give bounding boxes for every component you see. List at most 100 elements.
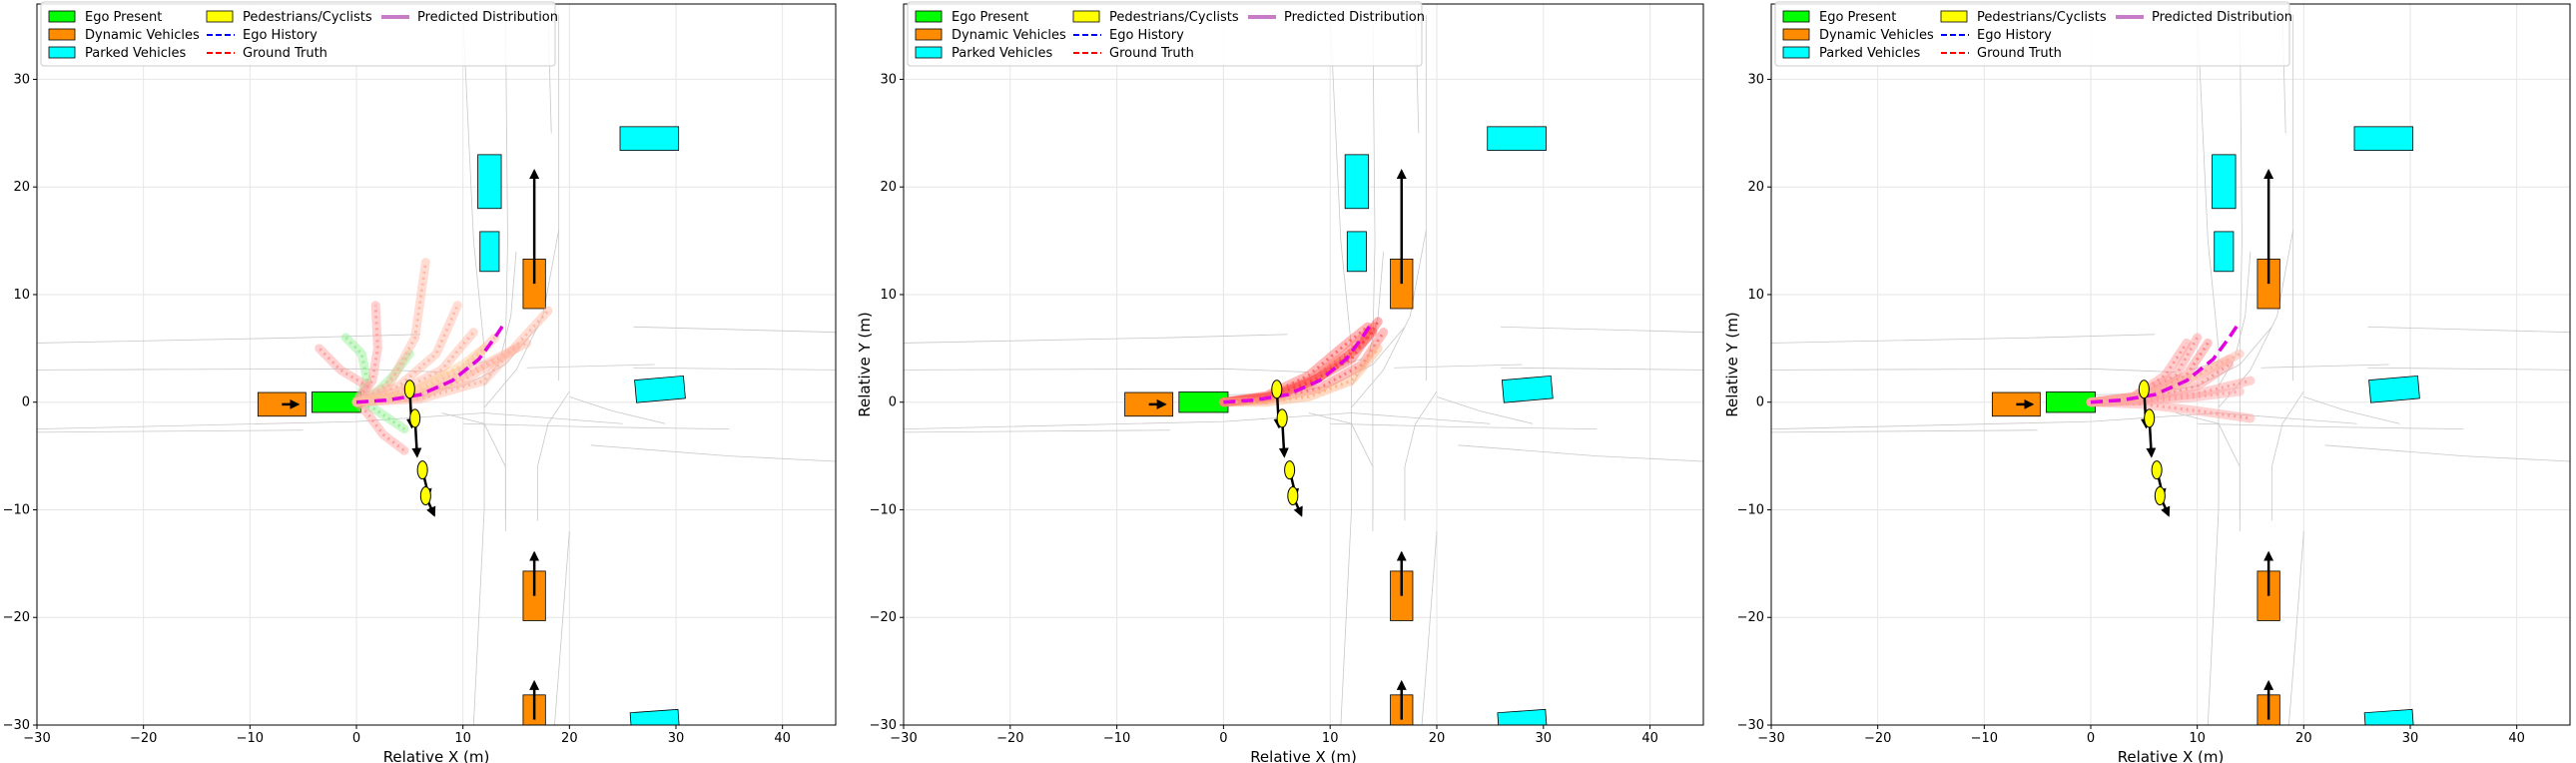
road-line: [37, 368, 442, 373]
legend-entry: Parked Vehicles: [85, 46, 187, 61]
road-line: [1771, 368, 2177, 373]
x-tick-label: −20: [130, 731, 157, 746]
road-line: [1276, 327, 1406, 394]
road-line: [2197, 422, 2464, 430]
y-axis-label: Relative Y (m): [1723, 312, 1741, 417]
legend-entry: Predicted Distribution: [1284, 10, 1425, 25]
legend-entry: Dynamic Vehicles: [1819, 28, 1934, 43]
y-tick-label: 0: [22, 395, 30, 410]
y-axis-label: Relative Y (m): [856, 312, 874, 417]
road-line: [526, 364, 655, 369]
pedestrian: [1271, 380, 1283, 399]
road-line: [904, 368, 1309, 373]
legend-swatch: [1782, 10, 1810, 23]
y-tick-label: −10: [1737, 502, 1764, 517]
chart-panel-2: −30 −20 −10 0 10 20 30 40 −30 −20 −10 0 10 20 30 Relati…: [856, 1, 1704, 763]
plot-area: [904, 14, 1703, 725]
legend-entry: Ego Present: [1819, 10, 1896, 25]
predicted-trajectory-core: [355, 310, 550, 404]
legend-entry: Pedestrians/Cyclists: [1109, 10, 1239, 25]
predicted-trajectory: [315, 344, 372, 407]
x-tick-label: 30: [2402, 731, 2419, 746]
road-line: [504, 14, 508, 532]
parked-vehicle: [619, 126, 680, 151]
legend-swatch: [48, 28, 76, 41]
y-tick-label: 30: [880, 72, 897, 87]
parked-vehicle: [2212, 154, 2237, 210]
legend-swatch: [915, 10, 943, 23]
legend-entry: Ground Truth: [1977, 46, 2062, 61]
legend-swatch: [1782, 28, 1810, 41]
road-line: [1394, 364, 1523, 369]
road-line: [483, 230, 560, 408]
x-axis-label: Relative X (m): [383, 748, 490, 763]
road-line: [462, 14, 485, 725]
road-line: [2176, 412, 2241, 521]
legend-entry: Pedestrians/Cyclists: [243, 10, 372, 25]
predicted-trajectory-core: [355, 347, 485, 404]
road-line: [1501, 367, 1703, 371]
road-line: [2303, 395, 2400, 424]
pedestrian: [419, 485, 431, 505]
x-tick-label: −10: [1103, 731, 1130, 746]
x-tick-label: 0: [1219, 731, 1227, 746]
road-line: [2270, 390, 2304, 521]
road-line: [37, 334, 421, 344]
predicted-trajectory-core: [2090, 342, 2210, 404]
y-tick-label: 10: [1747, 288, 1764, 303]
road-line: [2144, 327, 2272, 394]
legend-entry: Ego History: [1977, 28, 2052, 43]
ground-truth-path: [1223, 320, 1375, 404]
y-tick-label: −20: [1737, 610, 1764, 625]
legend-entry: Ego Present: [952, 10, 1028, 25]
x-tick-label: 20: [1429, 731, 1446, 746]
pedestrian: [416, 460, 428, 480]
x-tick-label: 20: [561, 731, 578, 746]
y-tick-label: 20: [13, 180, 30, 195]
road-line: [554, 530, 570, 725]
chart-panel-3: −30 −20 −10 0 10 20 30 40 −30 −20 −10 0 10 20 30 Relati…: [1723, 1, 2571, 763]
road-line: [1771, 412, 2357, 430]
y-tick-label: −30: [1737, 718, 1764, 733]
road-line: [2197, 14, 2220, 725]
y-tick-label: 20: [880, 180, 897, 195]
x-tick-label: 20: [2295, 731, 2312, 746]
road-line: [1329, 14, 1352, 725]
parked-vehicle: [1344, 154, 1370, 210]
x-tick-label: 40: [1641, 731, 1658, 746]
parked-vehicle: [477, 154, 502, 210]
road-line: [1458, 444, 1703, 462]
x-tick-label: 10: [1322, 731, 1339, 746]
y-tick-label: 0: [1756, 395, 1764, 410]
legend-swatch: [915, 28, 943, 41]
x-tick-label: −30: [890, 731, 917, 746]
y-tick-label: 10: [13, 288, 30, 303]
legend: Ego Present Dynamic Vehicles Parked Vehicl…: [40, 1, 558, 67]
predicted-trajectory: [1218, 328, 1378, 407]
road-line: [1372, 14, 1376, 532]
legend-entry: Ground Truth: [243, 46, 327, 61]
parked-vehicle: [1501, 375, 1554, 403]
road-line: [2239, 14, 2243, 532]
y-tick-label: −30: [3, 718, 30, 733]
road-line: [1351, 251, 1384, 386]
road-line: [1771, 334, 2156, 344]
road-line: [633, 326, 836, 334]
road-line: [904, 412, 1491, 430]
pedestrian: [403, 380, 415, 399]
x-tick-label: 10: [454, 731, 471, 746]
legend-entry: Dynamic Vehicles: [952, 28, 1066, 43]
x-axis-label: Relative X (m): [1250, 748, 1357, 763]
legend-entry: Pedestrians/Cyclists: [1977, 10, 2107, 25]
y-tick-label: 0: [889, 395, 897, 410]
x-tick-label: −30: [1757, 731, 1784, 746]
road-line: [37, 412, 623, 430]
predicted-trajectory-core: [1223, 358, 1342, 404]
legend: Ego Present Dynamic Vehicles Parked Vehicl…: [907, 1, 1425, 67]
pedestrian: [409, 408, 421, 428]
y-tick-label: 20: [1747, 180, 1764, 195]
legend-swatch: [1072, 10, 1100, 23]
road-line: [441, 412, 506, 521]
x-tick-label: −20: [996, 731, 1023, 746]
